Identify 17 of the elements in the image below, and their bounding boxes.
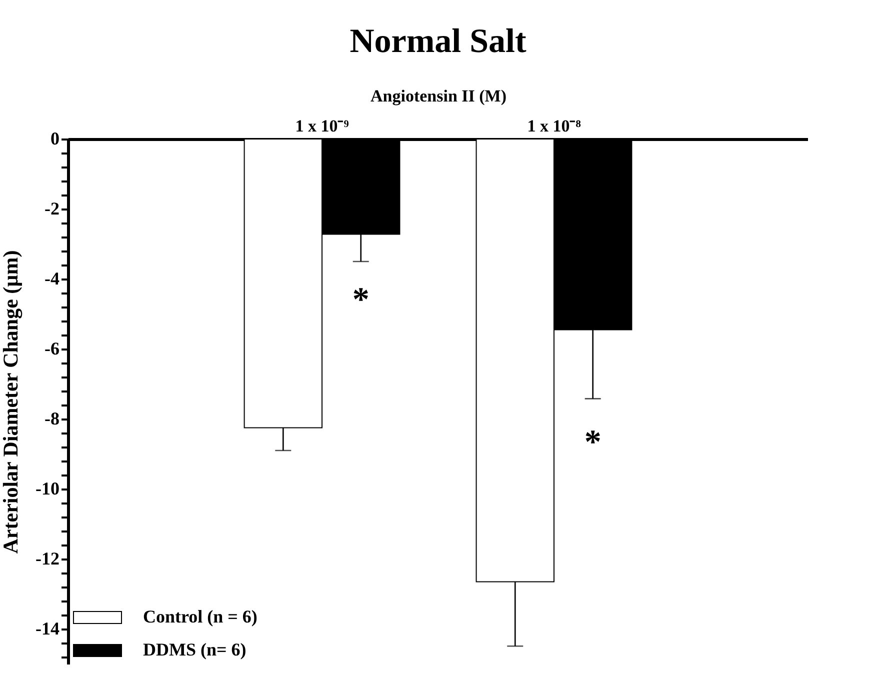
annotation: * — [584, 424, 602, 462]
y-tick-label: -8 — [44, 408, 60, 428]
x-tick-label: 1 x 10⁻⁸ — [527, 116, 581, 136]
y-tick-label: 0 — [50, 128, 60, 148]
x-axis-title: Angiotensin II (M) — [370, 86, 507, 106]
chart-title: Normal Salt — [350, 23, 527, 60]
y-tick-label: -6 — [44, 338, 60, 358]
y-tick-label: -4 — [44, 268, 60, 288]
x-tick-label: 1 x 10⁻⁹ — [295, 116, 349, 136]
annotation: * — [352, 282, 370, 319]
y-tick-label: -12 — [36, 548, 60, 568]
y-tick-label: -10 — [36, 478, 60, 498]
y-tick-label: -14 — [36, 618, 60, 638]
y-tick-label: -2 — [44, 198, 60, 218]
legend-label: DDMS (n= 6) — [143, 640, 246, 660]
y-axis-title: Arteriolar Diameter Change (µm) — [0, 250, 23, 554]
legend-label: Control (n = 6) — [143, 606, 258, 626]
